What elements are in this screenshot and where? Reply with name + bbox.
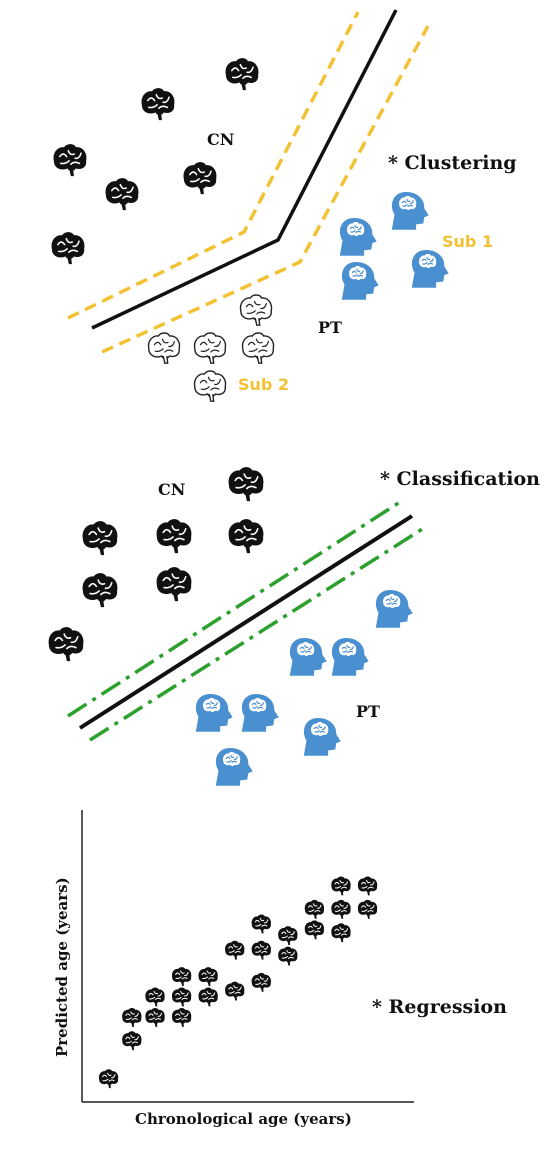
data-point-brain-icon [145,1007,165,1027]
cn-brain-icon [48,627,84,662]
x-axis-label: Chronological age (years) [135,1110,352,1128]
subgroup-brain-icon [241,332,275,364]
subgroup-brain-icon [193,332,227,364]
data-point-brain-icon [278,946,298,966]
classification-cn-label: CN [158,480,186,499]
patient-head-icon [303,718,341,756]
subgroup-brain-icon [193,370,227,402]
patient-head-icon [411,250,449,288]
classification-canvas [48,467,425,786]
data-point-brain-icon [98,1069,119,1089]
clustering-pt-label: PT [318,318,342,337]
patient-head-icon [339,218,377,256]
patient-head-icon [391,192,429,230]
data-point-brain-icon [171,967,192,986]
cn-brain-icon [51,232,85,265]
data-point-brain-icon [122,1031,142,1051]
cn-brain-icon [156,567,192,602]
data-point-brain-icon [278,926,298,946]
data-point-brain-icon [357,876,378,896]
data-point-brain-icon [331,899,351,919]
data-point-brain-icon [122,1007,142,1027]
cn-brain-icon [141,88,175,121]
data-point-brain-icon [145,987,165,1007]
subgroup-brain-icon [239,294,273,326]
cn-brain-icon [53,144,87,177]
cn-brain-icon [156,519,192,554]
classification-pt-label: PT [356,702,380,721]
classification-title: * Classification [380,468,540,490]
cluster-margin-upper [67,11,360,320]
cn-brain-icon [82,573,118,608]
data-point-brain-icon [251,940,271,960]
classification-panel: * Classification CN PT [0,440,556,800]
clustering-title: * Clustering [388,152,517,174]
data-point-brain-icon [225,981,245,1001]
regression-chart [81,810,414,1103]
patient-head-icon [341,262,379,300]
classifier-margin-lower [89,526,425,742]
cn-brain-icon [225,58,259,91]
patient-head-icon [241,694,279,732]
subgroup-2-label: Sub 2 [238,375,290,394]
classifier-margin-upper [67,500,401,718]
data-point-brain-icon [304,899,325,919]
data-point-brain-icon [251,972,271,992]
data-point-brain-icon [171,987,192,1007]
patient-head-icon [375,590,413,628]
clustering-cn-label: CN [207,130,235,149]
cn-brain-icon [183,162,217,195]
cn-brain-icon [105,178,139,211]
cluster-boundary-line [91,9,398,330]
data-point-brain-icon [331,876,351,896]
clustering-panel: * Clustering CN PT Sub 1 Sub 2 [0,0,556,410]
data-point-brain-icon [331,923,351,943]
y-axis-label: Predicted age (years) [53,877,71,1057]
data-point-brain-icon [198,987,218,1007]
cn-brain-icon [82,521,118,556]
data-point-brain-icon [304,920,325,940]
cn-brain-icon [228,467,264,502]
patient-head-icon [195,694,233,732]
clustering-canvas [51,9,449,402]
regression-panel: * Regression Chronological age (years) P… [0,800,556,1154]
data-point-brain-icon [357,899,378,919]
patient-head-icon [331,638,369,676]
data-point-brain-icon [171,1007,192,1027]
subgroup-1-label: Sub 1 [442,232,494,251]
cn-brain-icon [228,519,264,554]
cluster-margin-lower [101,25,430,354]
data-point-brain-icon [225,940,245,960]
data-point-brain-icon [198,967,218,986]
data-point-brain-icon [251,914,271,934]
regression-title: * Regression [372,996,507,1018]
patient-head-icon [289,638,327,676]
classifier-boundary-line [78,514,414,730]
subgroup-brain-icon [147,332,181,364]
patient-head-icon [215,748,253,786]
